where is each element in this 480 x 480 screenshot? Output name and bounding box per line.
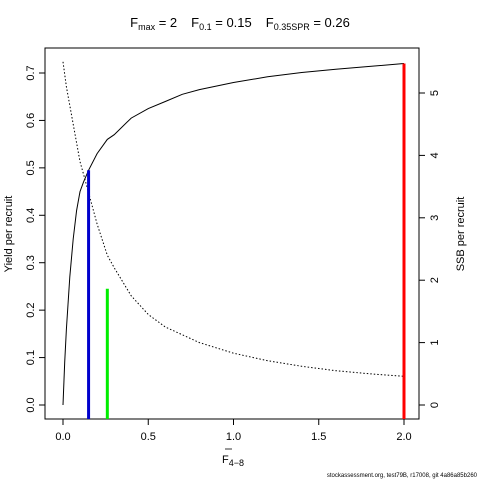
y-left-tick-label: 0.2 — [25, 302, 37, 317]
curves — [62, 61, 405, 406]
y-right-tick-label: 2 — [429, 277, 441, 283]
y-axis-right: 0 1 2 3 4 5 — [419, 90, 441, 408]
title-fspr-rest: = 0.26 — [310, 15, 350, 30]
y-left-tick-label: 0.4 — [25, 208, 37, 223]
y-left-tick-label: 0.6 — [25, 113, 37, 128]
x-axis-title-sym: F — [222, 454, 229, 466]
ssb-per-recruit-line — [62, 61, 405, 377]
x-tick-label: 1.5 — [311, 431, 326, 443]
title-f01-rest: = 0.15 — [212, 15, 252, 30]
y-left-tick-label: 0.7 — [25, 65, 37, 80]
x-tick-label: 2.0 — [396, 431, 411, 443]
title-fmax-sub: max — [138, 22, 156, 32]
y-right-tick-label: 4 — [429, 152, 441, 158]
title-fmax-sym: F — [130, 15, 138, 30]
x-axis-title: F4−8 — [222, 454, 244, 468]
x-axis: 0.0 0.5 1.0 1.5 2.0 — [55, 419, 412, 443]
y-axis-right-title: SSB per recruit — [455, 197, 467, 272]
y-right-tick-label: 5 — [429, 90, 441, 96]
y-right-tick-label: 3 — [429, 215, 441, 221]
title-f01-sub: 0.1 — [199, 22, 212, 32]
title-fspr-sub: 0.35SPR — [274, 22, 311, 32]
title-fspr-sym: F — [266, 15, 274, 30]
plot-frame — [44, 47, 420, 420]
x-axis-title-sub: 4−8 — [229, 458, 244, 468]
footer-text: stockassessment.org, test79B, r17008, gi… — [327, 473, 478, 479]
y-left-tick-label: 0.1 — [25, 350, 37, 365]
yield-per-recruit-line — [62, 63, 405, 406]
y-right-tick-label: 1 — [429, 340, 441, 346]
title-fmax-rest: = 2 — [155, 15, 177, 30]
y-right-tick-label: 0 — [429, 402, 441, 408]
y-left-tick-label: 0.3 — [25, 255, 37, 270]
x-tick-label: 1.0 — [226, 431, 241, 443]
x-tick-label: 0.5 — [141, 431, 156, 443]
y-axis-left: 0.0 0.1 0.2 0.3 0.4 0.5 0.6 0.7 — [25, 65, 45, 413]
x-tick-label: 0.0 — [55, 431, 70, 443]
y-left-tick-label: 0.0 — [25, 397, 37, 412]
y-axis-left-title: Yield per recruit — [3, 196, 15, 273]
reference-lines — [87, 63, 406, 419]
title-f01-sym: F — [191, 15, 199, 30]
y-left-tick-label: 0.5 — [25, 160, 37, 175]
chart-title: Fmax = 2 F0.1 = 0.15 F0.35SPR = 0.26 — [130, 15, 350, 32]
